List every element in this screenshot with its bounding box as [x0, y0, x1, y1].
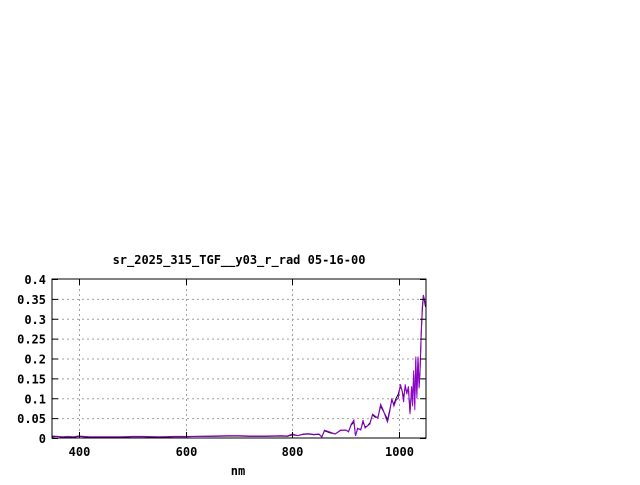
y-tick-label: 0.05	[17, 412, 46, 426]
x-axis-label: nm	[231, 464, 245, 478]
x-tick-label: 800	[282, 445, 304, 459]
y-tick-label: 0.1	[24, 392, 46, 406]
y-tick-label: 0.4	[24, 273, 46, 287]
grid	[52, 279, 426, 438]
y-tick-label: 0.35	[17, 293, 46, 307]
series-line-0	[51, 296, 426, 438]
y-tick-label: 0.2	[24, 353, 46, 367]
y-tick-label: 0	[39, 432, 46, 446]
series-line-1	[51, 294, 426, 439]
y-tick-label: 0.15	[17, 372, 46, 386]
series-group	[51, 294, 426, 439]
chart-title: sr_2025_315_TGF__y03_r_rad 05-16-00	[113, 253, 366, 268]
axis-ticks: 0 0.05 0.1 0.15 0.2 0.25 0.3 0.35 0.4 400 600 800 10…	[17, 273, 426, 459]
x-tick-label: 1000	[385, 445, 414, 459]
x-tick-label: 600	[176, 445, 198, 459]
y-tick-label: 0.3	[24, 313, 46, 327]
x-tick-label: 400	[69, 445, 91, 459]
y-tick-label: 0.25	[17, 333, 46, 347]
